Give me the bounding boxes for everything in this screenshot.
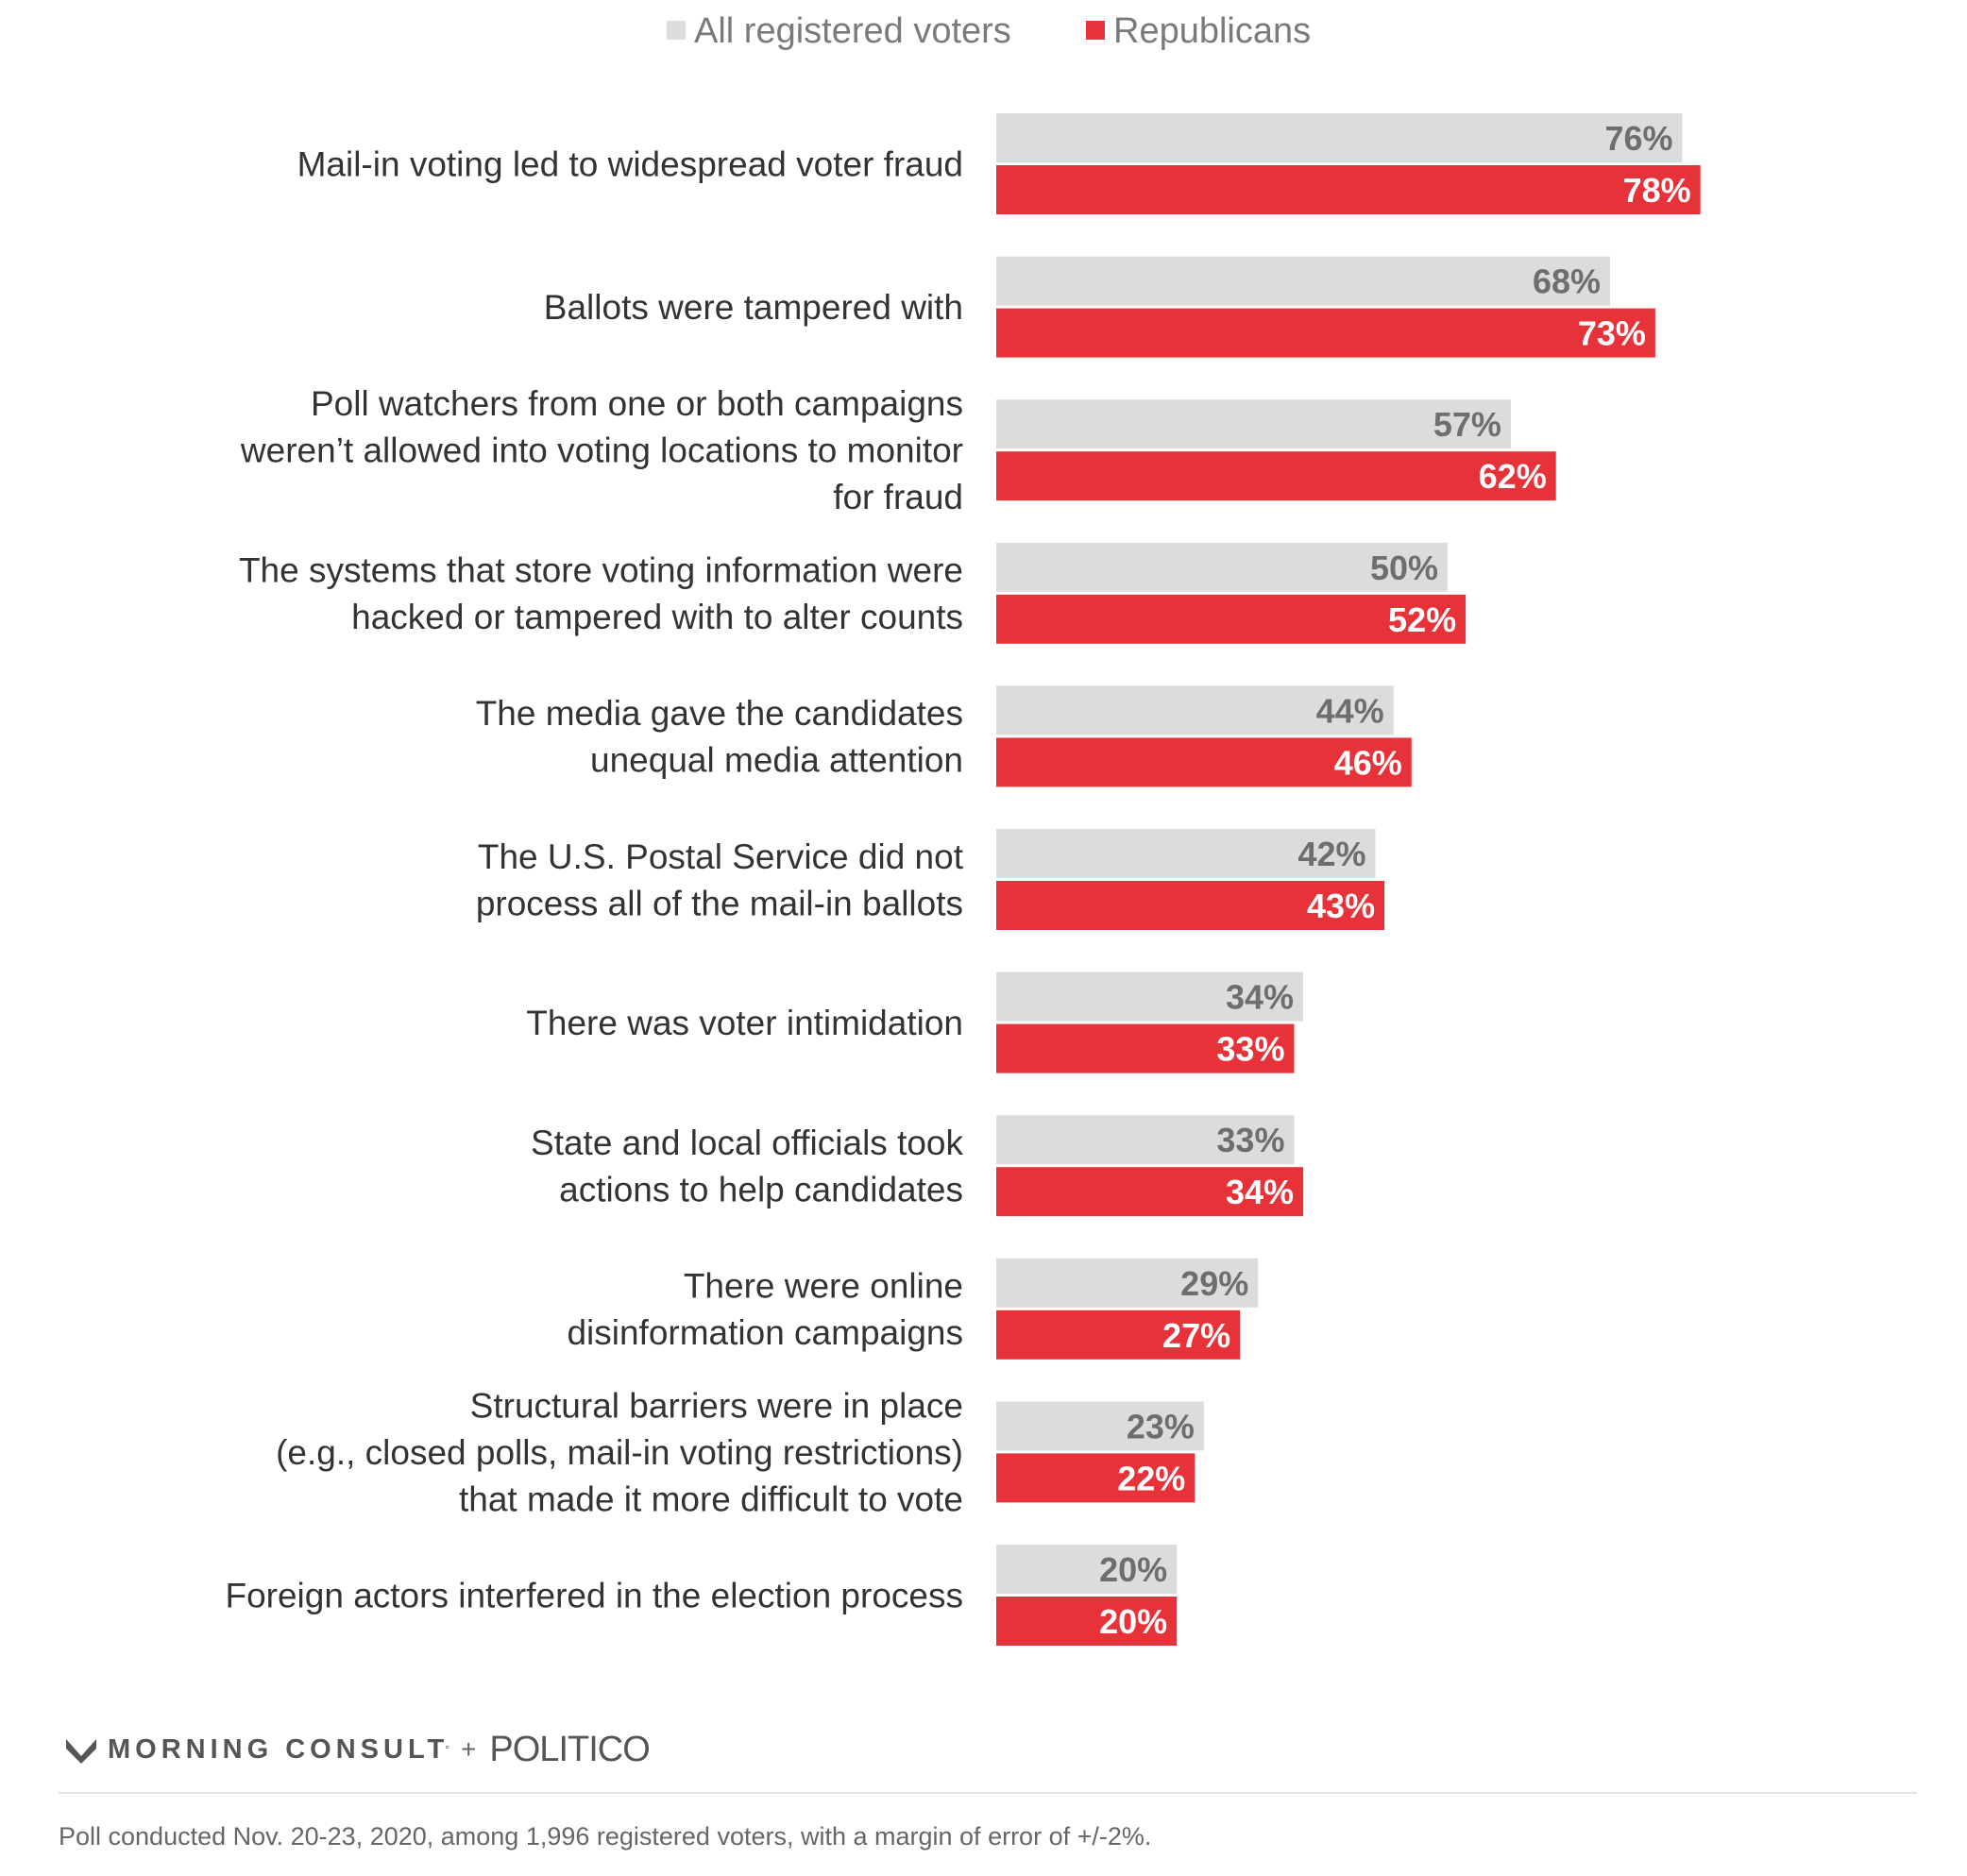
value-label-republicans: 22% (1117, 1459, 1185, 1497)
bar-all-registered-voters (996, 542, 1448, 592)
brand-plus: + (461, 1734, 477, 1764)
category-labels: Mail-in voting led to widespread voter f… (225, 145, 963, 1615)
category-label: Foreign actors interfered in the electio… (225, 1577, 963, 1615)
bar-republicans (996, 594, 1467, 644)
value-label-all-registered-voters: 44% (1316, 691, 1384, 730)
category-label-line: Foreign actors interfered in the electio… (225, 1577, 963, 1615)
category-label-line: actions to help candidates (559, 1170, 963, 1208)
value-label-all-registered-voters: 33% (1216, 1121, 1284, 1159)
value-label-republicans: 46% (1334, 743, 1402, 782)
bar-all-registered-voters (996, 685, 1394, 735)
category-label-line: The systems that store voting informatio… (239, 551, 963, 590)
bar-republicans (996, 1310, 1241, 1360)
legend-swatch-republicans (1086, 21, 1105, 40)
category-label: State and local officials took actions to… (531, 1124, 963, 1209)
category-label-line: State and local officials took (531, 1124, 963, 1162)
value-label-all-registered-voters: 42% (1297, 835, 1365, 873)
bars (996, 113, 1701, 1646)
category-label-line: (e.g., closed polls, mail-in voting rest… (276, 1433, 963, 1472)
morning-consult-m-logo-icon (66, 1739, 96, 1764)
legend-label-republicans: Republicans (1113, 11, 1311, 51)
category-label: Poll watchers from one or both campaigns… (240, 384, 963, 516)
partner-logo: POLITICO (489, 1729, 650, 1769)
bar-republicans (996, 451, 1556, 501)
value-label-republicans: 43% (1307, 887, 1375, 925)
value-label-republicans: 27% (1162, 1316, 1230, 1355)
bar-republicans (996, 1597, 1178, 1646)
category-label-line: There were online (684, 1267, 963, 1306)
value-label-republicans: 52% (1388, 600, 1456, 639)
value-label-republicans: 33% (1216, 1030, 1284, 1069)
footer-brand: MORNING CONSULT ° + POLITICO (64, 1729, 651, 1769)
value-label-all-registered-voters: 68% (1533, 262, 1601, 301)
value-label-republicans: 62% (1479, 457, 1547, 496)
category-label-line: There was voter intimidation (526, 1004, 963, 1042)
category-label-line: that made it more difficult to vote (459, 1479, 963, 1518)
category-label: The media gave the candidates unequal med… (476, 694, 963, 780)
bar-all-registered-voters (996, 1258, 1259, 1308)
bar-republicans (996, 737, 1412, 787)
category-label: Ballots were tampered with (544, 288, 963, 327)
value-label-republicans: 78% (1623, 171, 1691, 210)
category-label-line: Ballots were tampered with (544, 288, 963, 327)
bar-republicans (996, 881, 1385, 930)
value-label-all-registered-voters: 29% (1180, 1264, 1248, 1303)
footer-note: Poll conducted Nov. 20-23, 2020, among 1… (59, 1822, 1152, 1851)
value-labels: 76% 78% 68% 73% 57% 62% 50% 52% 44% 46% 42% 43% 34% 3… (1099, 119, 1691, 1641)
category-label-line: Mail-in voting led to widespread voter f… (297, 145, 963, 184)
bar-all-registered-voters (996, 829, 1376, 878)
category-label: Structural barriers were in place (e.g., … (276, 1386, 963, 1518)
bar-republicans (996, 308, 1655, 358)
category-label-line: The media gave the candidates (476, 694, 963, 733)
bar-all-registered-voters (996, 256, 1611, 306)
bar-republicans (996, 1167, 1304, 1217)
brand-mark: ° (445, 1743, 450, 1756)
bar-all-registered-voters (996, 972, 1304, 1022)
chart: All registered voters Republicans Mail-in… (225, 11, 1701, 1646)
bar-republicans (996, 1023, 1295, 1073)
category-label-line: The U.S. Postal Service did not (478, 837, 964, 876)
category-label: The U.S. Postal Service did not process a… (476, 837, 964, 923)
category-label-line: process all of the mail-in ballots (476, 884, 963, 922)
category-label: Mail-in voting led to widespread voter f… (297, 145, 963, 184)
bar-all-registered-voters (996, 113, 1683, 162)
bar-all-registered-voters (996, 399, 1511, 449)
bar-all-registered-voters (996, 1115, 1295, 1165)
category-label-line: hacked or tampered with to alter counts (351, 598, 963, 636)
bar-republicans (996, 165, 1701, 214)
value-label-all-registered-voters: 50% (1370, 549, 1438, 587)
value-label-republicans: 34% (1226, 1173, 1294, 1211)
legend-swatch-all-registered-voters (667, 21, 686, 40)
category-label-line: Structural barriers were in place (470, 1386, 963, 1425)
value-label-all-registered-voters: 76% (1604, 119, 1672, 158)
value-label-all-registered-voters: 20% (1099, 1550, 1167, 1589)
footer-divider (59, 1792, 1917, 1794)
bar-all-registered-voters (996, 1401, 1204, 1451)
category-label: There were online disinformation campaign… (567, 1267, 963, 1353)
value-label-republicans: 73% (1578, 314, 1646, 353)
value-label-all-registered-voters: 23% (1127, 1407, 1195, 1445)
category-label-line: unequal media attention (590, 741, 963, 780)
legend-label-all-registered-voters: All registered voters (694, 11, 1011, 51)
bar-republicans (996, 1453, 1195, 1503)
category-label: The systems that store voting informatio… (239, 551, 963, 637)
brand-text: MORNING CONSULT (108, 1733, 449, 1765)
category-label-line: disinformation campaigns (567, 1313, 963, 1352)
value-label-all-registered-voters: 57% (1433, 405, 1501, 444)
category-label: There was voter intimidation (526, 1004, 963, 1042)
legend: All registered voters Republicans (667, 11, 1311, 51)
category-label-line: Poll watchers from one or both campaigns (311, 384, 963, 423)
bar-all-registered-voters (996, 1545, 1178, 1594)
value-label-all-registered-voters: 34% (1226, 978, 1294, 1017)
category-label-line: weren’t allowed into voting locations to… (240, 431, 963, 470)
value-label-republicans: 20% (1099, 1602, 1167, 1641)
category-label-line: for fraud (833, 478, 963, 516)
